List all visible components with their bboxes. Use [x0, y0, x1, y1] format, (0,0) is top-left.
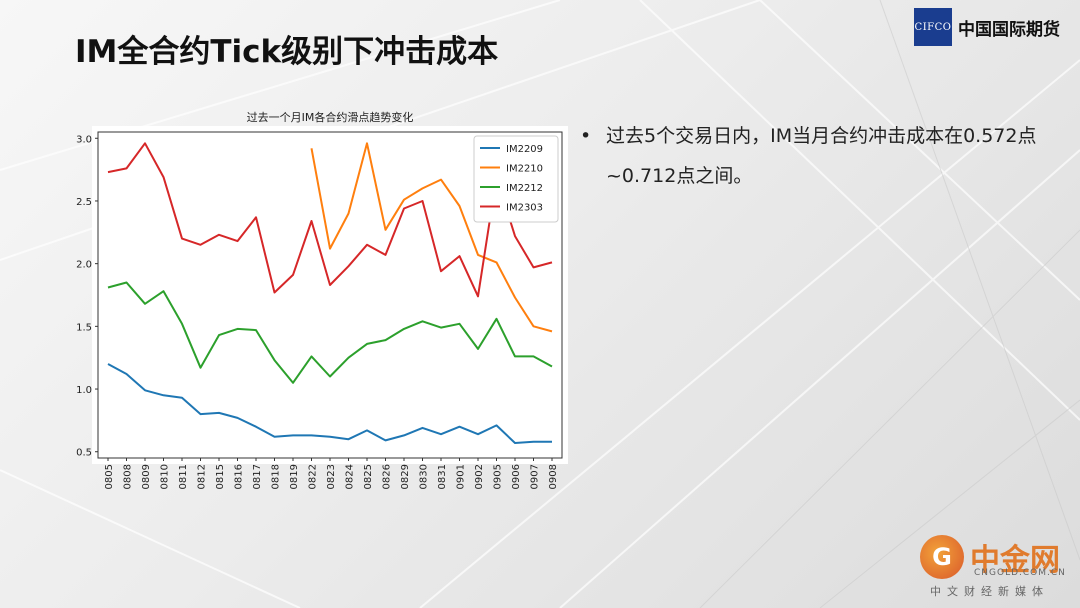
company-logo: CIFCO 中国国际期货 [914, 8, 1060, 46]
series-line-im2209 [107, 363, 552, 444]
x-tick-label: 0902 [474, 464, 485, 489]
logo-mark: CIFCO [914, 8, 952, 46]
legend-label-im2210: IM2210 [506, 164, 543, 175]
x-tick-label: 0824 [345, 464, 356, 489]
x-tick-label: 0908 [548, 464, 559, 489]
watermark: G 中金网 CNGOLD.COM.CN 中文财经新媒体 [920, 535, 1065, 598]
x-tick-label: 0805 [104, 464, 115, 489]
legend-label-im2209: IM2209 [506, 144, 543, 155]
x-tick-label: 0810 [160, 464, 171, 489]
chart-legend [473, 135, 559, 223]
y-tick-label: 2.0 [76, 260, 92, 271]
series-line-im2212 [107, 281, 553, 384]
x-tick-label: 0906 [511, 464, 522, 489]
x-tick-label: 0831 [437, 464, 448, 489]
x-tick-label: 0816 [234, 464, 245, 489]
x-tick-label: 0823 [326, 464, 337, 489]
x-tick-label: 0825 [363, 464, 374, 489]
slide-title: IM全合约Tick级别下冲击成本 [75, 34, 499, 70]
watermark-subtitle: 中文财经新媒体 [930, 585, 1049, 598]
y-tick-label: 1.0 [76, 385, 92, 396]
x-tick-label: 0905 [493, 464, 504, 489]
x-tick-label: 0817 [252, 464, 263, 489]
bullet-text: 过去5个交易日内，IM当月合约冲击成本在0.572点~0.712点之间。 [606, 125, 1037, 187]
x-tick-label: 0826 [382, 464, 393, 489]
series-line-im2210 [310, 142, 553, 333]
legend-label-im2212: IM2212 [506, 183, 543, 194]
bullet-dot: • [580, 125, 592, 147]
x-tick-label: 0808 [123, 464, 134, 489]
x-tick-label: 0829 [400, 464, 411, 489]
y-tick-label: 1.5 [76, 322, 92, 333]
y-tick-label: 0.5 [76, 448, 92, 459]
logo-name: 中国国际期货 [958, 19, 1060, 40]
x-tick-label: 0901 [456, 464, 467, 489]
x-tick-label: 0819 [289, 464, 300, 489]
x-tick-label: 0818 [271, 464, 282, 489]
legend-label-im2303: IM2303 [506, 203, 543, 214]
watermark-name: 中金网 [970, 543, 1060, 578]
x-tick-label: 0822 [308, 464, 319, 489]
chart-axes-frame [97, 131, 563, 459]
x-tick-label: 0815 [215, 464, 226, 489]
chart-title: 过去一个月IM各合约滑点趋势变化 [247, 110, 414, 124]
series-line-im2303 [107, 142, 553, 298]
x-tick-label: 0830 [419, 464, 430, 489]
watermark-icon: G [920, 535, 964, 579]
x-tick-label: 0811 [178, 464, 189, 489]
x-tick-label: 0907 [530, 464, 541, 489]
y-tick-label: 3.0 [76, 134, 92, 145]
line-chart: 过去一个月IM各合约滑点趋势变化 0.5 1.0 1.5 2.0 2.5 3.0 0805 08… [76, 110, 568, 489]
x-tick-label: 0809 [141, 464, 152, 489]
x-tick-label: 0812 [197, 464, 208, 489]
watermark-domain: CNGOLD.COM.CN [974, 568, 1066, 578]
y-tick-label: 2.5 [76, 197, 92, 208]
chart-container: 过去一个月IM各合约滑点趋势变化 0.5 1.0 1.5 2.0 2.5 3.0 0805 08… [70, 110, 570, 510]
